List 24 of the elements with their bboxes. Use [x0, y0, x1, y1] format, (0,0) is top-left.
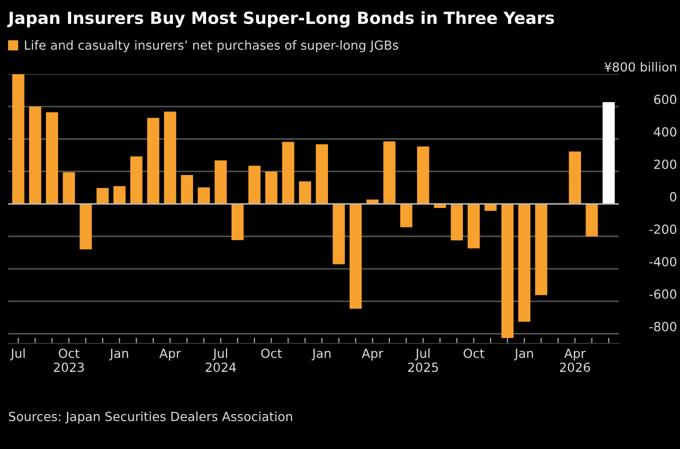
x-tick-label: Oct: [464, 348, 484, 358]
y-tick-label: -800: [649, 322, 676, 332]
y-tick-label: -600: [649, 289, 676, 299]
source-note: Sources: Japan Securities Dealers Association: [8, 412, 292, 424]
x-tick-label: Jan: [109, 348, 128, 360]
legend-label: Life and casualty insurers’ net purchases of super-long JGBs: [24, 40, 398, 52]
y-tick-label: 200: [654, 160, 676, 170]
x-tick-label: Jul: [10, 348, 25, 360]
y-tick-label: ¥800 billion: [604, 62, 676, 72]
y-tick-label: 0: [670, 192, 676, 202]
x-tick-label: Apr 2026: [560, 348, 590, 372]
y-tick-label: -400: [649, 256, 676, 266]
y-tick-label: -200: [649, 224, 676, 234]
x-tick-label: Apr: [159, 348, 181, 360]
x-tick-label: Jan: [312, 348, 330, 360]
chart-title: Japan Insurers Buy Most Super-Long Bonds in Three Years: [7, 11, 554, 28]
x-tick-label: Apr: [362, 348, 384, 360]
x-tick-label: Jul 2024: [206, 348, 236, 372]
y-tick-label: 400: [654, 127, 676, 137]
x-tick-label: Jan: [514, 348, 533, 360]
x-tick-label: Jul 2025: [408, 348, 438, 372]
y-tick-label: 600: [654, 94, 676, 104]
x-tick-label: Oct: [261, 348, 282, 358]
x-tick-label: Oct 2023: [54, 348, 84, 372]
